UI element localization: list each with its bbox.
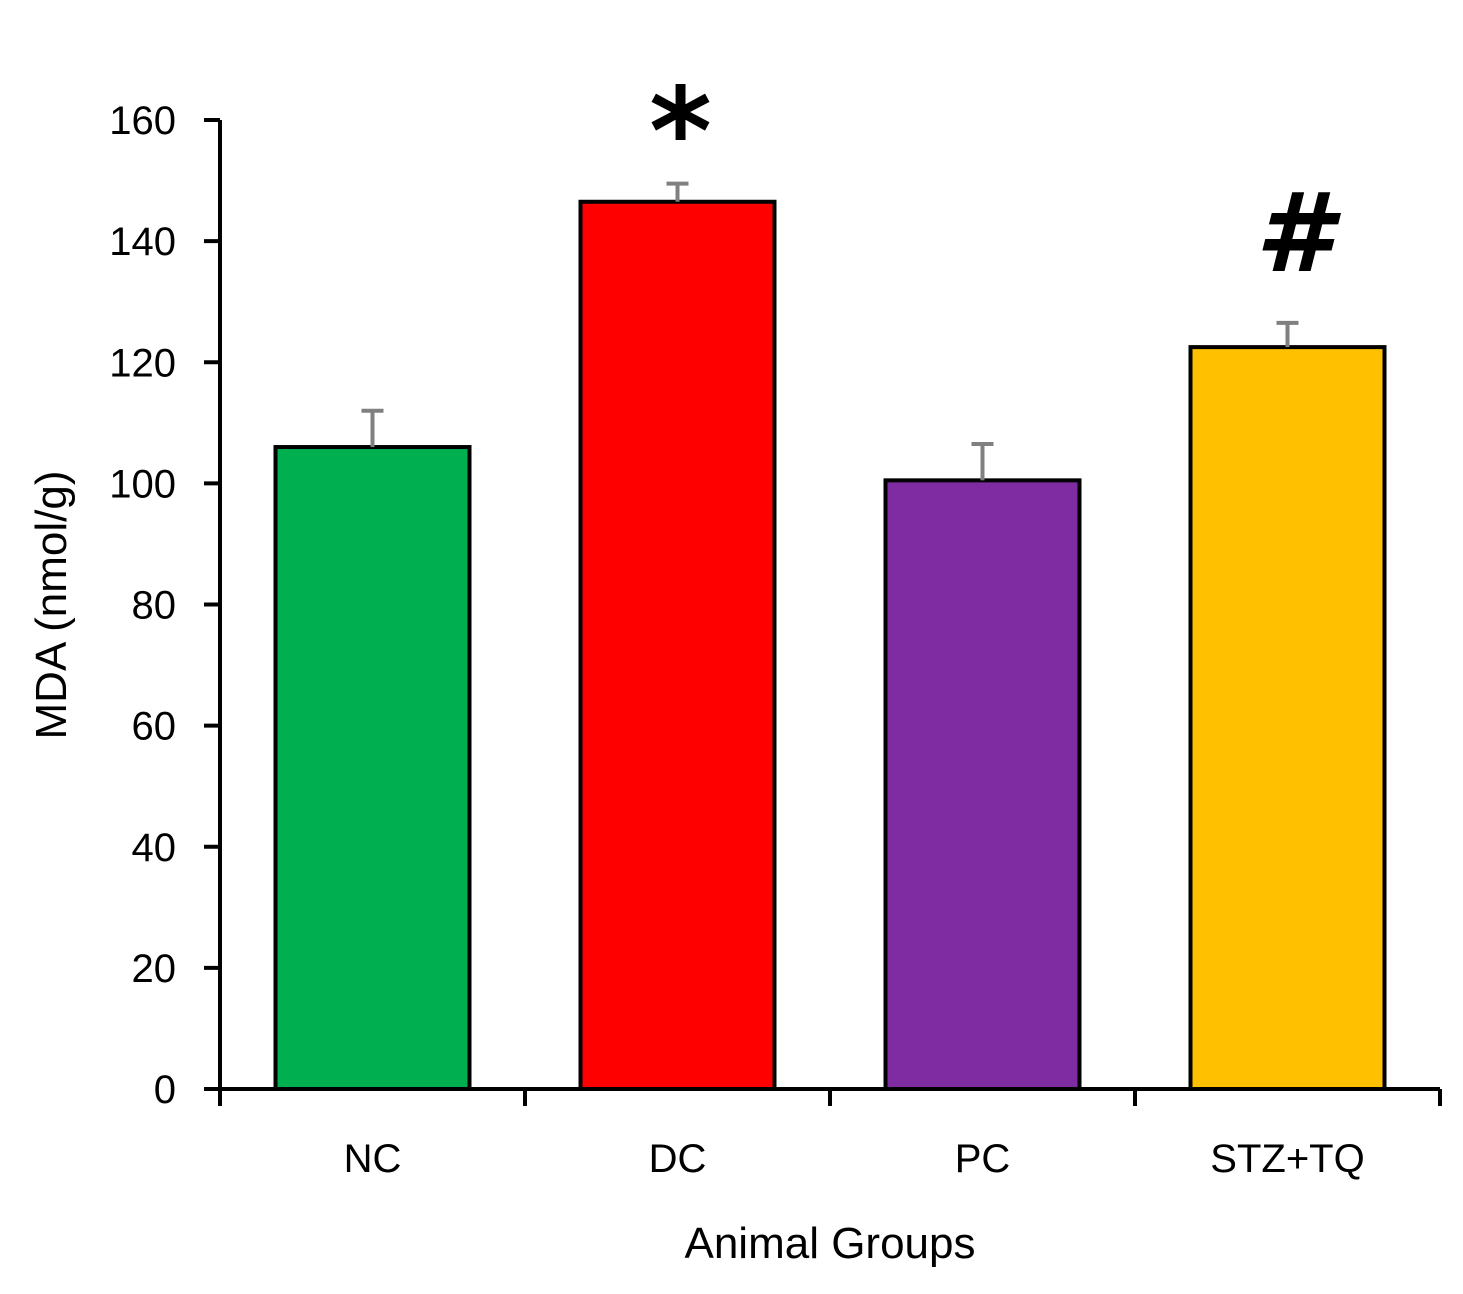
y-tick-label: 80 bbox=[132, 584, 177, 628]
x-tick-label: NC bbox=[344, 1137, 402, 1181]
x-tick-label: STZ+TQ bbox=[1210, 1137, 1364, 1181]
bar-dc bbox=[578, 199, 777, 1091]
bar-pc bbox=[883, 478, 1082, 1091]
x-axis bbox=[218, 1087, 1442, 1106]
y-tick-label: 120 bbox=[109, 341, 176, 385]
y-tick-label: 60 bbox=[132, 705, 177, 749]
significance-marker: * bbox=[649, 64, 712, 203]
bars bbox=[273, 199, 1387, 1092]
y-tick-label: 140 bbox=[109, 220, 176, 264]
bar-stz-tq bbox=[1188, 345, 1387, 1091]
x-tick-label: PC bbox=[955, 1137, 1011, 1181]
y-axis-title: MDA (nmol/g) bbox=[27, 471, 76, 740]
category-labels: NC DC PC STZ+TQ bbox=[344, 1137, 1365, 1181]
significance-markers: *# bbox=[649, 64, 1341, 297]
y-tick-label: 0 bbox=[154, 1068, 176, 1112]
bar-nc bbox=[273, 445, 472, 1092]
error-bars bbox=[361, 181, 1299, 481]
significance-marker: # bbox=[1255, 169, 1341, 297]
y-axis: 0 20 40 60 80 100 120 140 160 bbox=[109, 99, 222, 1112]
y-tick-label: 100 bbox=[109, 462, 176, 506]
x-axis-title: Animal Groups bbox=[684, 1219, 975, 1268]
y-tick-label: 20 bbox=[132, 947, 177, 991]
x-tick-label: DC bbox=[649, 1137, 707, 1181]
y-tick-label: 40 bbox=[132, 826, 177, 870]
y-tick-label: 160 bbox=[109, 99, 176, 143]
